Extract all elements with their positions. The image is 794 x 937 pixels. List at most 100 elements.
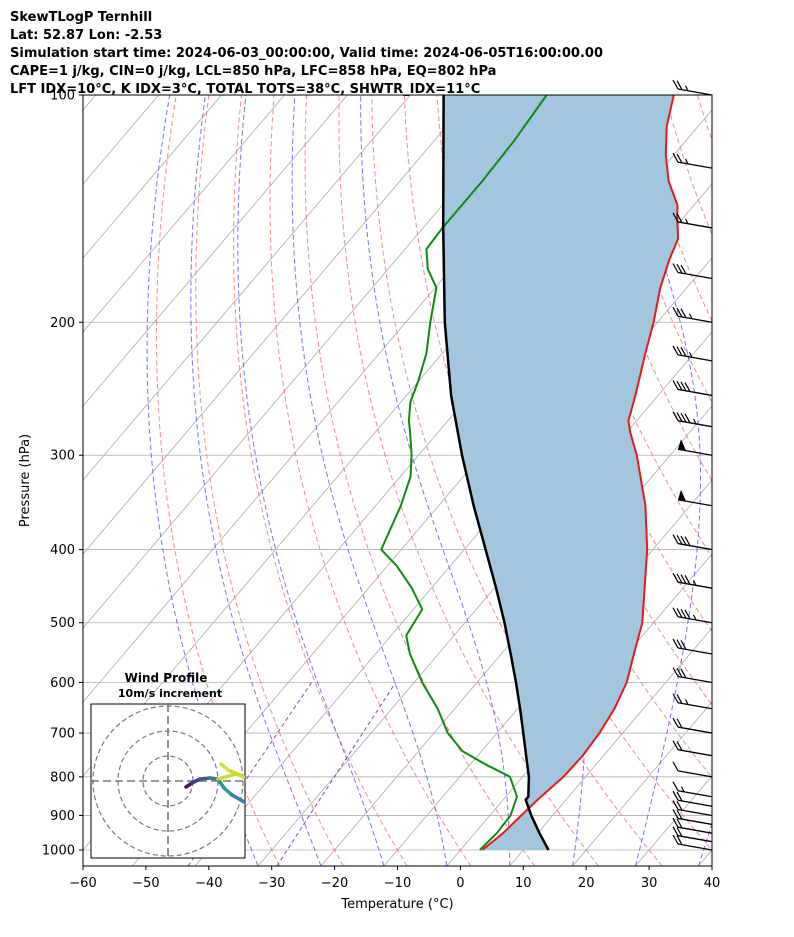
wind-barb-flag — [676, 346, 683, 356]
wind-barb-flag — [672, 667, 679, 677]
wind-barb-half-flag — [692, 580, 697, 586]
wind-barb — [672, 534, 713, 551]
wind-barb-flag — [676, 809, 683, 820]
wind-barb-staff — [677, 826, 713, 834]
wind-barb-flag — [680, 535, 687, 546]
dry-adiabat — [233, 95, 408, 866]
wind-barb — [672, 152, 713, 169]
time-line: Simulation start time: 2024-06-03_00:00:… — [10, 46, 603, 61]
wind-barb-flag — [680, 381, 687, 392]
wind-barb-flag — [684, 609, 691, 620]
wind-barb-staff — [677, 499, 713, 507]
wind-barb-flag — [680, 668, 687, 679]
wind-barb-staff — [677, 581, 713, 589]
wind-barb-staff — [677, 420, 713, 428]
y-tick-label: 200 — [50, 316, 75, 331]
y-tick-label: 800 — [50, 770, 75, 785]
dry-adiabat — [730, 95, 794, 866]
wind-barb-flag — [672, 790, 679, 801]
wind-barb — [672, 212, 713, 229]
y-tick-label: 500 — [50, 616, 75, 631]
wind-barb-staff — [677, 161, 713, 169]
wind-barb-staff — [677, 770, 713, 778]
wind-barb-flag — [672, 638, 679, 649]
wind-barb-half-flag — [692, 418, 697, 425]
wind-barb-staff — [677, 835, 713, 843]
wind-barb — [677, 439, 713, 456]
wind-barb-half-flag — [680, 786, 685, 793]
wind-barb-flag — [680, 640, 687, 650]
hodograph-segment — [219, 762, 230, 772]
wind-barb-flag — [684, 413, 691, 424]
wind-barb-flag — [672, 740, 679, 750]
wind-barb-flag — [680, 412, 687, 423]
dry-adiabat — [195, 95, 344, 866]
dry-adiabat — [338, 95, 599, 866]
wind-barb-flag — [676, 80, 683, 90]
wind-barb-flag — [676, 667, 683, 678]
wind-barb-flag — [672, 834, 679, 845]
wind-barb-flag — [676, 534, 683, 545]
isotherm — [83, 95, 97, 111]
wind-barb-staff — [677, 616, 713, 624]
wind-barb — [672, 263, 713, 280]
wind-barb-flag — [672, 380, 679, 390]
wind-barb — [672, 380, 713, 397]
wind-barb-flag — [672, 826, 679, 836]
wind-barb-flag — [676, 827, 683, 837]
wind-barb-staff — [677, 271, 713, 280]
indices-line-2: LFT IDX=10°C, K IDX=3°C, TOTAL TOTS=38°C… — [10, 82, 481, 97]
wind-barb — [677, 489, 713, 507]
hodograph-body — [91, 704, 245, 858]
wind-barb-half-flag — [684, 85, 689, 92]
dewpoint-line — [380, 95, 548, 851]
wind-barb-staff — [677, 726, 713, 734]
wind-barb-flag — [672, 534, 679, 544]
wind-barb-half-flag — [684, 218, 689, 224]
wind-barb-half-flag — [684, 699, 689, 705]
wind-barb-flag — [672, 572, 679, 583]
cape-fill — [443, 95, 679, 850]
wind-barb-flag — [672, 263, 679, 273]
y-tick-label: 300 — [50, 449, 75, 464]
wind-barb — [672, 761, 713, 778]
wind-barb-staff — [677, 388, 713, 397]
hodograph-segment — [222, 786, 234, 797]
dry-adiabat — [156, 95, 281, 866]
mixing-ratio-line — [276, 682, 397, 866]
wind-barb-flag — [672, 79, 679, 90]
x-tick-label: −10 — [384, 876, 411, 891]
wind-barb-half-flag — [688, 352, 693, 358]
isotherm — [83, 95, 285, 333]
x-tick-label: 40 — [704, 876, 721, 891]
wind-barb-flag — [676, 694, 683, 704]
wind-barb-staff — [677, 702, 713, 710]
wind-barb-staff — [677, 542, 713, 551]
wind-barb-staff — [677, 799, 713, 807]
isotherm — [83, 95, 411, 481]
wind-barb-flag — [684, 575, 691, 585]
x-tick-label: 10 — [515, 876, 532, 891]
wind-barb — [672, 740, 713, 757]
y-tick-label: 600 — [50, 676, 75, 691]
y-axis-label: Pressure (hPa) — [18, 434, 33, 527]
wind-barb — [672, 572, 713, 589]
moist-adiabat — [618, 95, 701, 866]
wind-barb-flag — [676, 800, 683, 811]
isotherm — [509, 627, 712, 866]
moist-adiabat — [360, 95, 511, 866]
wind-barb — [672, 781, 713, 798]
wind-barb-staff — [677, 808, 713, 817]
y-tick-label: 1000 — [42, 844, 75, 859]
wind-barb-flag — [676, 573, 683, 584]
x-tick-label: 20 — [578, 876, 595, 891]
wind-barb-half-flag — [688, 313, 693, 320]
moist-adiabat — [697, 822, 712, 866]
wind-barb-staff — [677, 315, 713, 323]
x-tick-label: −50 — [132, 876, 159, 891]
wind-barb-half-flag — [684, 158, 689, 165]
wind-barb — [672, 834, 713, 851]
wind-barb — [672, 800, 713, 817]
wind-barb-flag — [676, 412, 683, 422]
x-tick-label: 0 — [456, 876, 464, 891]
